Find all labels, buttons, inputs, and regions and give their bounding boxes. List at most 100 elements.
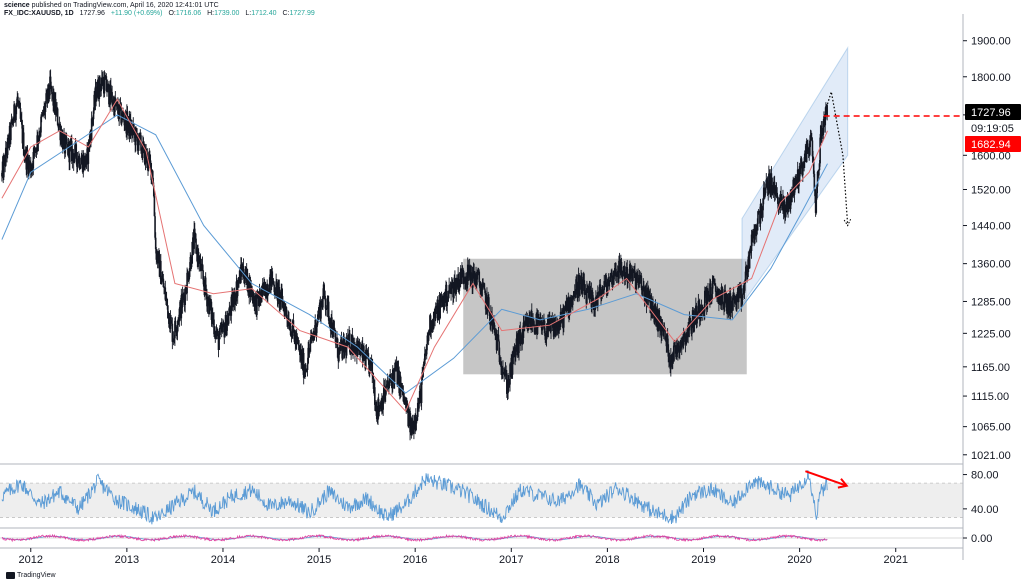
candle-body [638, 277, 641, 284]
candle-body [122, 112, 124, 116]
candle-body [254, 296, 256, 307]
candle-body [334, 337, 337, 345]
candle-body [157, 252, 160, 264]
candle-body [630, 271, 632, 279]
candle-body [15, 102, 18, 108]
candle-body [755, 230, 758, 236]
candle-body [713, 280, 716, 285]
candle-body [822, 125, 825, 135]
candle-body [288, 328, 291, 330]
candle-body [85, 164, 87, 168]
price-tick-label: 1360.00 [971, 259, 1011, 271]
candle-body [818, 163, 821, 171]
candle-body [332, 322, 334, 337]
candle-body [776, 192, 778, 198]
candle-body [825, 106, 827, 115]
candle-body [315, 326, 318, 336]
macd-pane[interactable] [0, 533, 963, 543]
candle-body [140, 135, 142, 151]
candle-body [33, 146, 36, 152]
candle-body [185, 288, 187, 292]
candle-body [448, 285, 451, 289]
candle-body [618, 260, 621, 267]
candle-body [84, 155, 87, 168]
candle-body [372, 378, 375, 389]
candle-body [69, 144, 71, 163]
candle-body [116, 102, 119, 105]
candle-body [614, 263, 617, 274]
candle-body [761, 210, 764, 215]
candle-body [171, 323, 174, 342]
candle-body [277, 283, 280, 288]
candle-body [309, 343, 311, 351]
candle-body [458, 279, 461, 291]
candle-body [506, 393, 509, 394]
candle-body [447, 296, 449, 303]
candle-body [19, 108, 22, 119]
candle-body [407, 412, 410, 427]
candle-body [93, 94, 95, 111]
candle-body [311, 334, 313, 339]
candle-body [260, 289, 263, 302]
candle-body [766, 181, 769, 190]
candle-body [349, 333, 351, 353]
publisher-name[interactable]: science [4, 2, 30, 9]
candle-body [190, 263, 193, 268]
candle-body [550, 321, 552, 332]
candle-body [256, 294, 258, 315]
candle-body [85, 154, 88, 165]
candle-body [629, 264, 632, 279]
candle-body [587, 285, 589, 288]
candle-body [479, 282, 481, 289]
candle-body [508, 384, 511, 386]
candle-body [824, 114, 827, 126]
candle-body [4, 147, 7, 166]
time-axis[interactable]: 2012 2013 2014 2015 2016 2017 2018 2019 2020 2021 [19, 548, 908, 566]
symbol-legend: FX_IDC:XAUUSD, 1D 1727.96 +11.90 (+0.69%… [4, 10, 315, 18]
candle-body [613, 275, 615, 285]
candle-body [431, 320, 433, 332]
candle-body [431, 320, 434, 326]
candle-body [507, 379, 510, 385]
candle-body [766, 179, 768, 182]
candle-body [193, 228, 195, 249]
rsi-band [0, 483, 963, 518]
candle-body [153, 196, 156, 217]
candle-body [195, 238, 197, 254]
symbol-name[interactable]: FX_IDC:XAUUSD, 1D [4, 10, 74, 17]
candle-body [295, 336, 298, 345]
candle-body [539, 317, 541, 326]
candle-body [176, 325, 179, 333]
candle-body [658, 310, 661, 318]
candle-body [584, 291, 587, 295]
ohlc-open: 1716.06 [175, 10, 202, 17]
ohlc-low-label: L: [245, 10, 252, 17]
candle-body [368, 361, 371, 374]
candle-body [298, 345, 301, 348]
candle-body [268, 277, 271, 294]
candle-body [816, 171, 819, 187]
candle-body [197, 251, 200, 264]
candle-body [478, 271, 481, 283]
candle-body [175, 328, 177, 333]
candle-body [285, 307, 288, 315]
candle-body [56, 108, 59, 126]
candle-body [363, 357, 366, 359]
price-pane[interactable] [1, 46, 963, 441]
candle-body [677, 343, 679, 353]
candle-body [121, 112, 124, 120]
candle-body [13, 104, 16, 118]
candle-body [62, 136, 65, 150]
candle-body [514, 349, 517, 358]
candle-body [182, 294, 185, 296]
candle-body [425, 344, 428, 355]
candle-body [170, 321, 173, 324]
candle-body [433, 311, 436, 314]
tradingview-footer[interactable]: TradingView [6, 572, 56, 579]
candle-body [613, 272, 616, 276]
candle-body [615, 273, 618, 276]
rsi-pane[interactable] [0, 469, 963, 525]
candle-body [651, 299, 654, 318]
candle-body [194, 232, 197, 239]
